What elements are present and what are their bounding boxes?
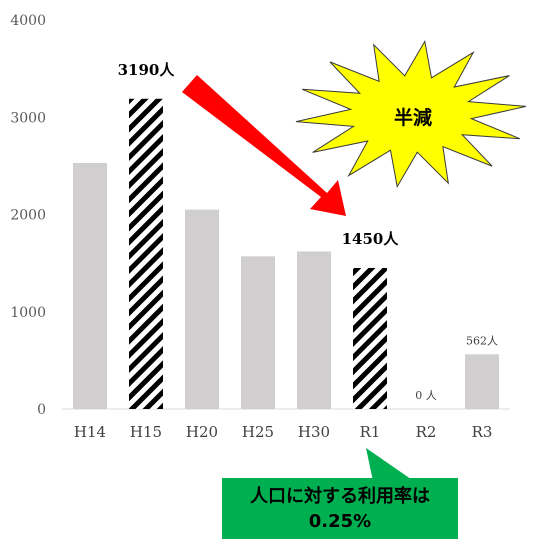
y-tick-label: 1000 [10,305,46,321]
bar-h25 [241,256,275,409]
x-tick-label: H30 [298,423,330,441]
x-tick-label: H14 [74,423,106,441]
y-tick-label: 4000 [10,13,46,29]
data-labels: 3190人 1450人 0 人 562人 [118,61,498,402]
x-tick-label: R2 [416,423,437,441]
x-tick-label: H20 [186,423,218,441]
data-label-r2: 0 人 [415,389,437,402]
bar-r3 [465,354,499,409]
callout-line2: 0.25% [309,511,371,532]
x-axis-labels: H14 H15 H20 H25 H30 R1 R2 R3 [74,423,493,441]
y-tick-label: 2000 [10,208,46,224]
x-tick-label: R3 [472,423,493,441]
bar-h20 [185,209,219,409]
y-tick-label: 0 [37,402,46,418]
x-tick-label: H15 [130,423,162,441]
bar-h15 [129,98,163,410]
starburst-annotation: 半減 [295,39,527,189]
bar-h30 [297,251,331,409]
callout-line1: 人口に対する利用率は [250,485,430,507]
bar-h14 [73,162,107,409]
y-tick-label: 3000 [10,110,46,126]
usage-rate-callout: 人口に対する利用率は 0.25% [222,448,458,539]
bar-r1 [353,267,387,409]
x-tick-label: H25 [242,423,274,441]
bars [73,98,499,410]
data-label-h15: 3190人 [118,61,176,79]
decrease-arrow [182,75,346,216]
x-tick-label: R1 [360,423,381,441]
data-label-r1: 1450人 [342,230,400,248]
data-label-r3: 562人 [466,334,498,347]
starburst-text: 半減 [394,106,432,129]
y-axis-ticks: 0 1000 2000 3000 4000 [10,13,46,418]
